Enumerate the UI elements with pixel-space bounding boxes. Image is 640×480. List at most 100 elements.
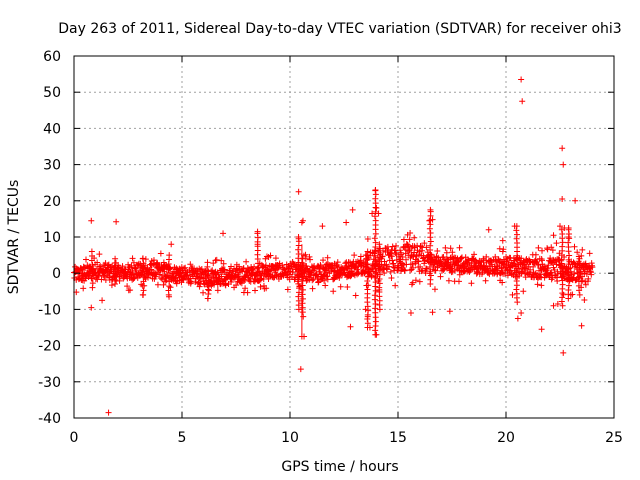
data-point [364,320,371,327]
data-point [151,272,158,279]
data-point [507,254,514,261]
data-point [139,282,146,289]
data-point [586,250,593,257]
data-point [139,255,146,262]
data-point [307,256,314,263]
data-point [460,264,467,271]
data-point-outlier [550,302,557,309]
data-point [526,258,533,265]
data-point [497,257,504,264]
data-point [81,277,88,284]
data-point [456,257,463,264]
data-point [261,285,268,292]
x-tick-label: 25 [605,430,623,446]
data-point [265,268,272,275]
data-point [549,247,556,254]
data-point [218,265,225,272]
data-point-outlier [407,310,414,317]
data-point [295,251,302,258]
data-point [518,255,525,262]
data-point [456,271,463,278]
data-point-outlier [554,300,561,307]
data-point [355,270,362,277]
data-point [220,266,227,273]
data-point [412,277,419,284]
data-point [231,284,238,291]
data-point-outlier [485,226,492,233]
data-point [160,265,167,272]
data-point [437,273,444,280]
data-point-outlier [364,313,371,320]
data-point [236,263,243,270]
data-point [289,259,296,266]
data-point [534,281,541,288]
data-point [79,277,86,284]
y-tick-label: 50 [43,85,61,101]
data-point [89,280,96,287]
data-point [498,265,505,272]
data-point [251,263,258,270]
data-point [565,286,572,293]
data-point [532,251,539,258]
data-point [576,269,583,276]
data-point [315,279,322,286]
x-tick-label: 0 [70,430,79,446]
data-point [442,244,449,251]
data-point [102,260,109,267]
data-point-outlier [560,349,567,356]
data-point [275,273,282,280]
data-point-outlier [362,306,369,313]
data-point-outlier [511,223,518,230]
data-point [468,280,475,287]
data-point [558,274,565,281]
data-point [172,278,179,285]
data-point [548,276,555,283]
data-point [576,255,583,262]
data-point [416,278,423,285]
data-point [447,245,454,252]
data-point [351,252,358,259]
data-point [302,251,309,258]
data-point [579,246,586,253]
data-point [559,264,566,271]
data-point [559,243,566,250]
data-point [582,278,589,285]
data-point [205,286,212,293]
data-point [150,257,157,264]
data-point [421,240,428,247]
data-point [187,278,194,285]
data-point-outlier [446,308,453,315]
data-point [508,270,515,277]
data-point-outlier [366,324,373,331]
data-point [408,245,415,252]
data-point-outlier [518,76,525,83]
data-point [559,230,566,237]
data-point [88,275,95,282]
x-tick-label: 15 [389,430,407,446]
data-point [208,282,215,289]
data-point [352,292,359,299]
data-point-outlier [538,326,545,333]
y-tick-label: 30 [43,158,61,174]
data-point-outlier [565,224,572,231]
data-point [553,240,560,247]
data-point [567,268,574,275]
data-point [214,287,221,294]
data-point [295,259,302,266]
data-point [228,263,235,270]
data-point-outlier [427,206,434,213]
data-point [204,259,211,266]
data-point [364,286,371,293]
data-point [234,274,241,281]
data-point [309,285,316,292]
data-point [154,281,161,288]
data-point [187,261,194,268]
data-point [79,270,86,277]
data-point [581,296,588,303]
data-point-outlier [99,297,106,304]
data-point [108,282,115,289]
data-point [163,277,170,284]
data-point [376,284,383,291]
data-point [156,271,163,278]
